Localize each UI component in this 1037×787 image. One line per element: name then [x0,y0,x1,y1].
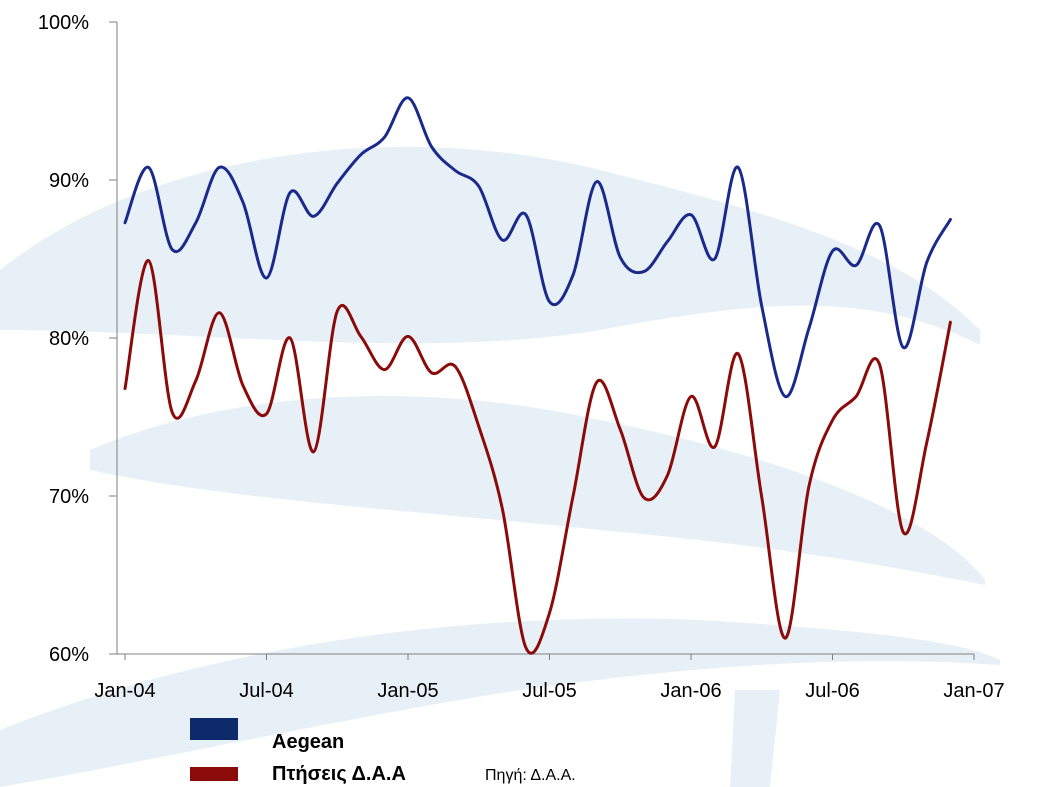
series-layer [123,96,952,655]
y-tick-label: 90% [49,170,89,192]
watermark-swoosh-lower [0,618,1000,787]
x-tick-label: Jan-06 [660,680,721,702]
legend-swatch-aegean [190,718,238,740]
y-tick-label: 60% [49,644,89,666]
legend-label-daa: Πτήσεις Δ.Α.Α [272,763,406,785]
watermark-swoosh-middle [90,396,985,585]
legend: Aegean Πτήσεις Δ.Α.Α Πηγή: Δ.Α.Α. [190,718,670,787]
y-tick-label: 70% [49,486,89,508]
x-tick-label: Jul-06 [805,680,859,702]
x-tick-label: Jan-05 [377,680,438,702]
legend-swatch-daa [190,767,238,781]
watermark-swoosh-upper [0,146,980,345]
series-aegean [123,96,952,398]
x-tick-label: Jan-07 [943,680,1004,702]
y-tick-label: 80% [49,328,89,350]
watermark-vertical-bar [730,690,780,787]
tick-label-layer: 60% 70% 80% 90% 100% Jan-04 Jul-04 Jan-05 Jul-05… [38,12,1005,702]
chart-axes [109,21,975,660]
series-line [123,259,952,655]
source-note: Πηγή: Δ.Α.Α. [485,767,576,784]
y-tick-label: 100% [38,12,89,34]
x-tick-label: Jul-04 [239,680,293,702]
series-daa [123,259,952,655]
legend-label-aegean: Aegean [272,731,345,753]
x-tick-label: Jul-05 [522,680,576,702]
x-tick-label: Jan-04 [94,680,155,702]
series-line [123,96,952,398]
